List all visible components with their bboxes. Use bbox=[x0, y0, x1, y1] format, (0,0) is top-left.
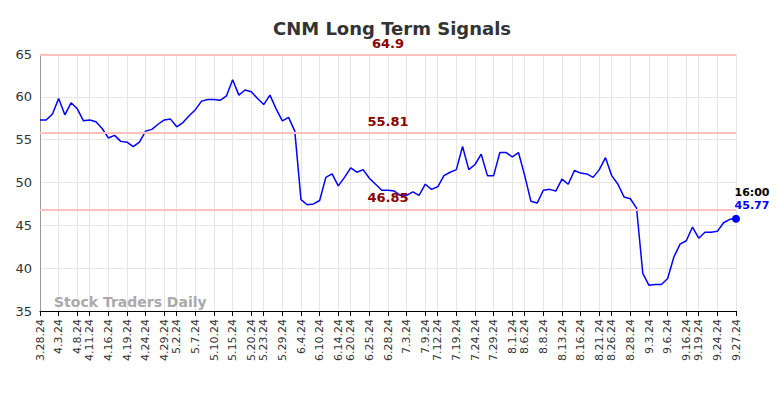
svg-text:5.7.24: 5.7.24 bbox=[189, 319, 202, 354]
svg-text:4.8.24: 4.8.24 bbox=[71, 319, 84, 354]
svg-text:55.81: 55.81 bbox=[367, 114, 408, 129]
svg-text:7.9.24: 7.9.24 bbox=[419, 319, 432, 354]
svg-text:5.23.24: 5.23.24 bbox=[257, 319, 270, 361]
svg-text:6.10.24: 6.10.24 bbox=[313, 319, 326, 361]
svg-text:4.16.24: 4.16.24 bbox=[102, 319, 115, 361]
svg-text:55: 55 bbox=[15, 132, 32, 147]
svg-text:5.15.24: 5.15.24 bbox=[226, 319, 239, 361]
svg-text:6.4.24: 6.4.24 bbox=[295, 319, 308, 354]
svg-text:9.19.24: 9.19.24 bbox=[692, 319, 705, 361]
svg-text:9.16.24: 9.16.24 bbox=[680, 319, 693, 361]
svg-text:8.8.24: 8.8.24 bbox=[537, 319, 550, 354]
svg-text:8.13.24: 8.13.24 bbox=[556, 319, 569, 361]
svg-text:4.11.24: 4.11.24 bbox=[83, 319, 96, 361]
svg-text:7.19.24: 7.19.24 bbox=[450, 319, 463, 361]
svg-text:50: 50 bbox=[15, 175, 32, 190]
svg-text:45.77: 45.77 bbox=[735, 199, 770, 212]
svg-text:CNM Long Term Signals: CNM Long Term Signals bbox=[273, 18, 511, 39]
svg-text:7.3.24: 7.3.24 bbox=[400, 319, 413, 354]
svg-text:7.24.24: 7.24.24 bbox=[469, 319, 482, 361]
svg-text:5.20.24: 5.20.24 bbox=[245, 319, 258, 361]
svg-text:16:00: 16:00 bbox=[734, 186, 769, 199]
svg-text:8.16.24: 8.16.24 bbox=[574, 319, 587, 361]
svg-text:6.28.24: 6.28.24 bbox=[382, 319, 395, 361]
svg-text:4.24.24: 4.24.24 bbox=[139, 319, 152, 361]
svg-text:Stock Traders Daily: Stock Traders Daily bbox=[54, 294, 207, 310]
svg-text:4.19.24: 4.19.24 bbox=[121, 319, 134, 361]
svg-text:65: 65 bbox=[15, 47, 32, 62]
svg-text:6.25.24: 6.25.24 bbox=[363, 319, 376, 361]
svg-text:9.3.24: 9.3.24 bbox=[643, 319, 656, 354]
svg-text:7.29.24: 7.29.24 bbox=[487, 319, 500, 361]
svg-text:8.21.24: 8.21.24 bbox=[593, 319, 606, 361]
svg-text:4.29.24: 4.29.24 bbox=[158, 319, 171, 361]
svg-text:7.12.24: 7.12.24 bbox=[431, 319, 444, 361]
svg-text:46.85: 46.85 bbox=[367, 190, 408, 205]
svg-text:5.10.24: 5.10.24 bbox=[208, 319, 221, 361]
svg-text:60: 60 bbox=[15, 89, 32, 104]
svg-text:4.3.24: 4.3.24 bbox=[52, 319, 65, 354]
svg-text:6.20.24: 6.20.24 bbox=[344, 319, 357, 361]
svg-text:9.27.24: 9.27.24 bbox=[730, 319, 743, 361]
svg-text:45: 45 bbox=[15, 218, 32, 233]
svg-text:8.28.24: 8.28.24 bbox=[624, 319, 637, 361]
svg-text:8.6.24: 8.6.24 bbox=[518, 319, 531, 354]
svg-text:9.24.24: 9.24.24 bbox=[711, 319, 724, 361]
svg-text:5.29.24: 5.29.24 bbox=[276, 319, 289, 361]
svg-text:6.14.24: 6.14.24 bbox=[332, 319, 345, 361]
svg-text:8.26.24: 8.26.24 bbox=[605, 319, 618, 361]
svg-text:40: 40 bbox=[15, 261, 32, 276]
svg-text:3.28.24: 3.28.24 bbox=[34, 319, 47, 361]
svg-text:8.1.24: 8.1.24 bbox=[506, 319, 519, 354]
svg-text:64.9: 64.9 bbox=[372, 35, 404, 51]
svg-text:9.6.24: 9.6.24 bbox=[661, 319, 674, 354]
svg-text:35: 35 bbox=[15, 304, 32, 319]
svg-text:5.2.24: 5.2.24 bbox=[170, 319, 183, 354]
